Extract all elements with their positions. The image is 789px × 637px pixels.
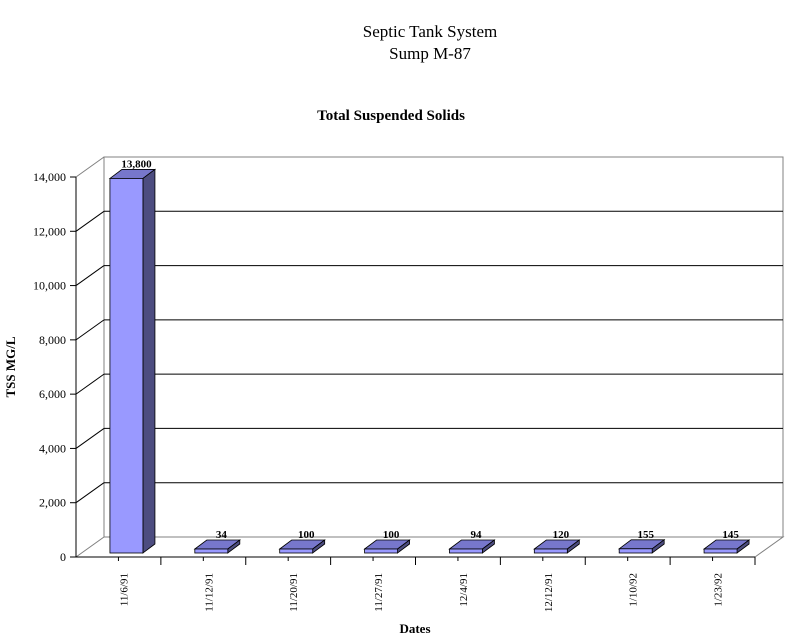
data-label: 155 <box>637 529 654 541</box>
bar <box>194 548 229 554</box>
x-tick-label: 12/12/91 <box>543 573 555 612</box>
data-label: 34 <box>216 529 228 541</box>
bar <box>703 548 738 554</box>
y-tick-label: 12,000 <box>33 224 66 238</box>
chart-subtitle: Sump M-87 <box>389 44 471 63</box>
y-tick-label: 8,000 <box>39 333 66 347</box>
y-tick-label: 0 <box>60 550 66 564</box>
y-tick-label: 2,000 <box>39 496 66 510</box>
gridline-side <box>75 373 105 395</box>
y-axis-title: TSS MG/L <box>3 336 18 397</box>
x-tick-label: 11/6/91 <box>118 573 130 606</box>
bar <box>449 548 483 554</box>
data-label: 120 <box>553 529 570 541</box>
chart-title: Septic Tank System <box>362 22 498 41</box>
bar <box>364 548 398 554</box>
gridline-side <box>75 319 105 341</box>
data-label: 13,800 <box>121 158 152 170</box>
gridline-side <box>75 265 105 286</box>
bar <box>109 178 144 554</box>
x-tick-label: 11/27/91 <box>373 573 385 612</box>
x-tick-label: 12/4/91 <box>458 573 470 607</box>
data-label: 100 <box>383 529 400 541</box>
y-tick-label: 6,000 <box>39 387 66 401</box>
side-wall-top <box>75 156 105 178</box>
chart-inner-title: Total Suspended Solids <box>317 108 465 124</box>
data-label: 94 <box>470 529 482 541</box>
x-tick-label: 1/23/92 <box>713 573 725 607</box>
bar-side <box>142 168 156 554</box>
bar <box>279 548 314 554</box>
gridline-side <box>75 210 105 232</box>
gridline-side <box>75 428 105 449</box>
back-wall <box>103 156 784 538</box>
x-tick-label: 11/20/91 <box>288 573 300 612</box>
x-tick-label: 11/12/91 <box>203 573 215 612</box>
y-tick-label: 10,000 <box>33 279 66 293</box>
y-tick-label: 4,000 <box>39 441 66 455</box>
gridline-side <box>75 482 105 504</box>
floor <box>75 536 785 558</box>
bar <box>533 548 568 554</box>
x-axis-title: Dates <box>399 621 430 636</box>
data-label: 145 <box>722 529 739 541</box>
bar <box>618 548 653 554</box>
y-tick-label: 14,000 <box>33 170 66 184</box>
x-tick-label: 1/10/92 <box>628 573 640 607</box>
data-label: 100 <box>298 529 315 541</box>
